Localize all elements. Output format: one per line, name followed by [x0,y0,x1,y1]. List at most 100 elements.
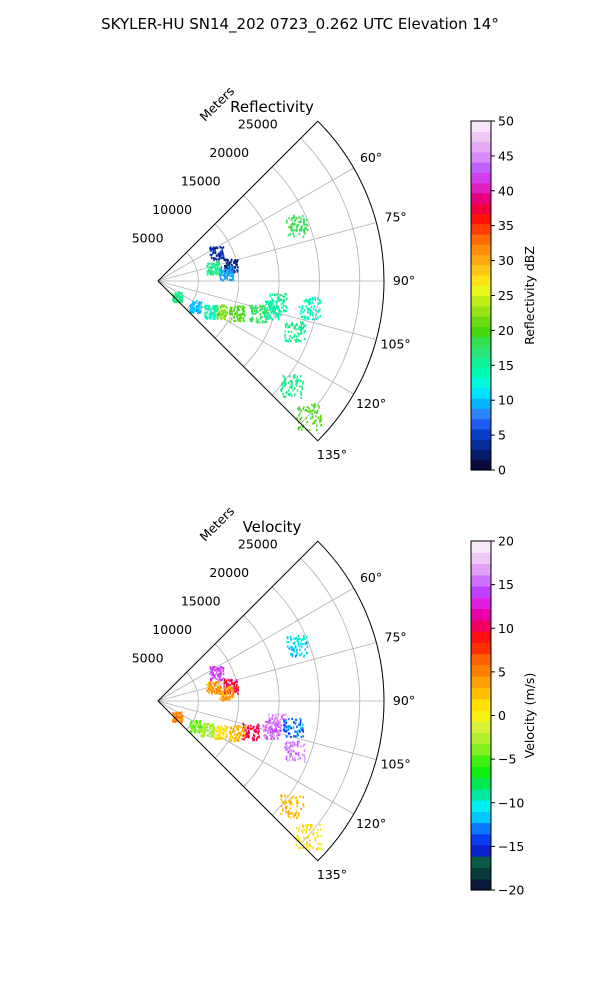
echo-gate [276,293,278,296]
echo-gate [298,645,300,648]
echo-gate [264,321,266,324]
echo-gate [297,224,300,227]
echo-gate [282,395,285,398]
echo-gate [302,735,305,738]
echo-gate [298,751,300,754]
echo-gate [221,273,223,276]
echo-gate [172,713,175,716]
echo-gate [320,416,322,419]
echo-gate [197,311,199,314]
echo-gate [297,745,299,748]
echo-gate [218,264,220,267]
echo-gate [287,330,290,333]
echo-gate [254,728,256,731]
echo-gate [290,384,292,387]
echo-gate [282,725,285,728]
echo-gate [291,796,293,799]
colorbar-segment [471,172,491,184]
echo-gate [256,311,258,314]
echo-gate [320,424,323,427]
echo-gate [283,295,286,298]
azimuth-tick-label: 135° [317,447,347,462]
echo-gate [303,220,305,223]
echo-gate [284,336,286,339]
echo-gate [300,227,303,230]
echo-gate [229,309,231,312]
echo-gate [214,685,216,688]
echo-gate [171,293,174,296]
echo-gate [301,225,303,228]
echo-gate [314,410,316,413]
echo-gate [222,311,224,314]
echo-gate [215,672,217,675]
echo-gate [222,673,225,676]
echo-gate [274,312,277,315]
echo-gate [299,321,302,324]
echo-gate [282,718,285,721]
echo-gate [270,734,273,737]
echo-gate [209,266,211,269]
figure-title: SKYLER-HU SN14_202 0723_0.262 UTC Elevat… [101,15,499,33]
echo-gate [303,757,306,760]
echo-gate [234,725,237,728]
echo-gate [218,675,220,678]
echo-gate [290,744,292,747]
echo-gate [214,683,216,686]
echo-gate [292,653,294,656]
echo-gate [220,731,222,734]
echo-cell [206,681,221,696]
echo-gate [265,320,268,323]
echo-gate [176,298,179,301]
echo-gate [232,270,234,273]
echo-gate [214,666,217,669]
echo-gate [211,670,214,673]
echo-gate [300,727,302,730]
echo-gate [293,641,296,644]
echo-gate [281,385,284,388]
echo-gate [243,310,246,313]
echo-gate [268,720,270,723]
echo-gate [287,718,290,721]
echo-gate [310,825,312,828]
echo-gate [212,676,214,679]
echo-gate [309,308,311,311]
echo-cell [171,291,184,304]
echo-gate [175,299,177,303]
echo-gate [297,407,299,410]
echo-gate [289,807,292,810]
echo-gate [284,744,287,747]
echo-gate [233,320,235,323]
echo-gate [206,683,209,686]
echo-gate [312,409,314,412]
echo-gate [276,313,278,316]
echo-gate [213,683,216,686]
echo-gate [190,730,193,733]
echo-gate [220,253,222,257]
echo-gate [277,733,280,737]
echo-gate [297,332,299,335]
echo-gate [281,392,284,396]
colorbar-segment [471,811,491,824]
echo-gate [212,672,214,675]
echo-gate [231,276,234,279]
echo-gate [192,724,195,728]
echo-gate [226,273,229,276]
echo-gate [251,317,254,320]
echo-gate [299,642,302,646]
echo-gate [313,406,315,409]
echo-gate [284,746,286,749]
echo-gate [219,250,222,253]
echo-gate [246,731,248,734]
colorbar-segment [471,213,491,225]
echo-gate [218,252,220,255]
echo-gate [226,307,228,310]
echo-gate [267,300,269,303]
echo-gate [264,308,266,311]
echo-gate [282,295,284,298]
echo-gate [225,269,227,273]
echo-gate [220,670,222,673]
echo-gate [203,731,206,734]
echo-gate [298,814,300,817]
echo-gate [223,682,226,685]
echo-gate [289,335,291,338]
